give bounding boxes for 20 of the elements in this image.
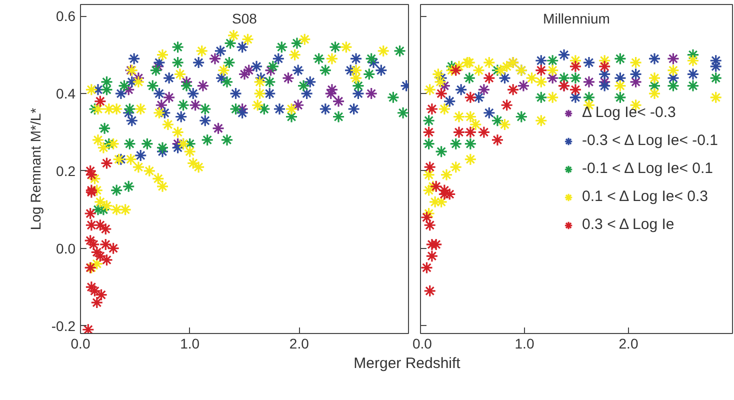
y-tick-label: 0.6 xyxy=(56,8,76,24)
y-tick-label: 0.0 xyxy=(56,240,76,256)
chart-title: S08 xyxy=(232,10,258,26)
x-axis-title: Merger Redshift xyxy=(354,354,460,374)
x-tick-label: 1.0 xyxy=(514,336,534,352)
x-tick-label: 1.0 xyxy=(180,336,200,352)
y-tick-label: 0.4 xyxy=(56,86,76,102)
y-tick-label: -0.2 xyxy=(51,318,76,334)
y-tick-label: 0.2 xyxy=(56,162,76,179)
legend-label: 0.1 < Δ Log Ie< 0.3 xyxy=(582,188,708,205)
y-axis-title: Log Remnant M*/L* xyxy=(27,107,44,230)
x-tick-label: 2.0 xyxy=(289,336,310,352)
legend-label: -0.1 < Δ Log Ie< 0.1 xyxy=(582,160,714,177)
x-tick-label: 2.0 xyxy=(618,336,638,352)
legend-label: Δ Log Ie< -0.3 xyxy=(582,104,676,121)
x-tick-label: 0.0 xyxy=(70,336,90,352)
chart-title: Millennium xyxy=(543,10,610,26)
x-tick-label: 0.0 xyxy=(412,336,432,352)
legend-label: -0.3 < Δ Log Ie< -0.1 xyxy=(582,132,718,149)
legend-label: 0.3 < Δ Log Ie xyxy=(582,216,674,233)
